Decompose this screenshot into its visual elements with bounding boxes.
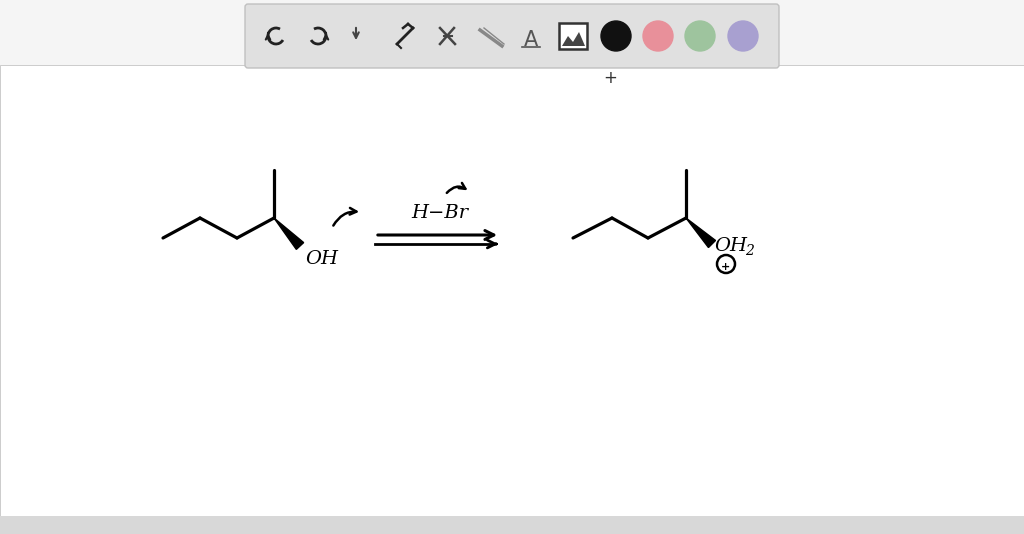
Text: H−Br: H−Br [412,204,469,222]
Polygon shape [274,218,304,249]
Text: +: + [721,262,731,272]
Circle shape [728,21,758,51]
Text: OH: OH [714,237,746,255]
FancyArrowPatch shape [334,208,356,225]
Circle shape [685,21,715,51]
Text: +: + [603,69,616,87]
FancyArrowPatch shape [446,183,465,193]
Circle shape [601,21,631,51]
Bar [559,23,587,49]
Text: 2: 2 [745,244,754,258]
Text: OH: OH [305,250,338,268]
Bar [0,516,1024,534]
Bar [0,65,1024,516]
Polygon shape [562,32,585,46]
Polygon shape [686,218,716,248]
Circle shape [643,21,673,51]
Text: A: A [524,30,539,50]
FancyBboxPatch shape [245,4,779,68]
